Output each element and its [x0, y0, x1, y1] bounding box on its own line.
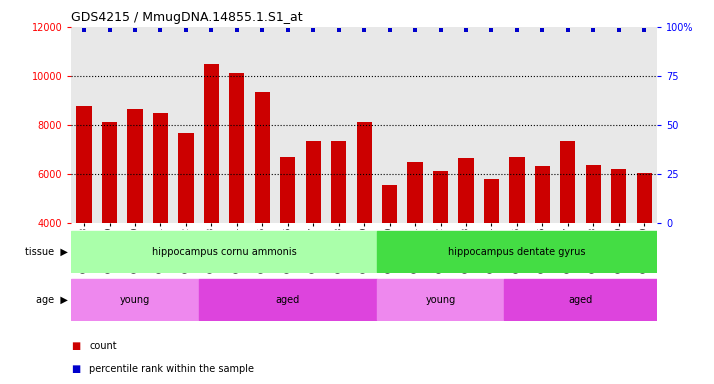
Bar [71, 231, 377, 272]
Text: young: young [120, 295, 150, 305]
Bar [484, 179, 499, 223]
Bar [102, 122, 117, 223]
Text: count: count [89, 341, 117, 351]
Bar [433, 171, 448, 223]
Bar [408, 162, 423, 223]
Bar [377, 279, 504, 320]
Bar [377, 231, 657, 272]
Bar [636, 172, 652, 223]
Text: ■: ■ [71, 341, 81, 351]
Bar [509, 157, 525, 223]
Bar [585, 165, 601, 223]
Bar [356, 122, 372, 223]
Bar [331, 141, 346, 223]
Text: percentile rank within the sample: percentile rank within the sample [89, 364, 254, 374]
Bar [535, 166, 550, 223]
Bar [71, 279, 198, 320]
Bar [198, 279, 377, 320]
Bar [76, 106, 92, 223]
Bar [458, 158, 473, 223]
Bar [127, 109, 143, 223]
Bar [153, 113, 168, 223]
Bar [306, 141, 321, 223]
Bar [280, 157, 296, 223]
Text: age  ▶: age ▶ [36, 295, 68, 305]
Text: aged: aged [568, 295, 593, 305]
Text: GDS4215 / MmugDNA.14855.1.S1_at: GDS4215 / MmugDNA.14855.1.S1_at [71, 11, 303, 24]
Bar [504, 279, 657, 320]
Bar [255, 92, 270, 223]
Text: hippocampus cornu ammonis: hippocampus cornu ammonis [152, 247, 296, 257]
Bar [203, 64, 219, 223]
Text: ■: ■ [71, 364, 81, 374]
Text: tissue  ▶: tissue ▶ [25, 247, 68, 257]
Bar [382, 185, 397, 223]
Text: young: young [426, 295, 456, 305]
Bar [560, 141, 575, 223]
Text: hippocampus dentate gyrus: hippocampus dentate gyrus [448, 247, 585, 257]
Bar [229, 73, 244, 223]
Text: aged: aged [276, 295, 300, 305]
Bar [611, 169, 626, 223]
Bar [178, 133, 193, 223]
